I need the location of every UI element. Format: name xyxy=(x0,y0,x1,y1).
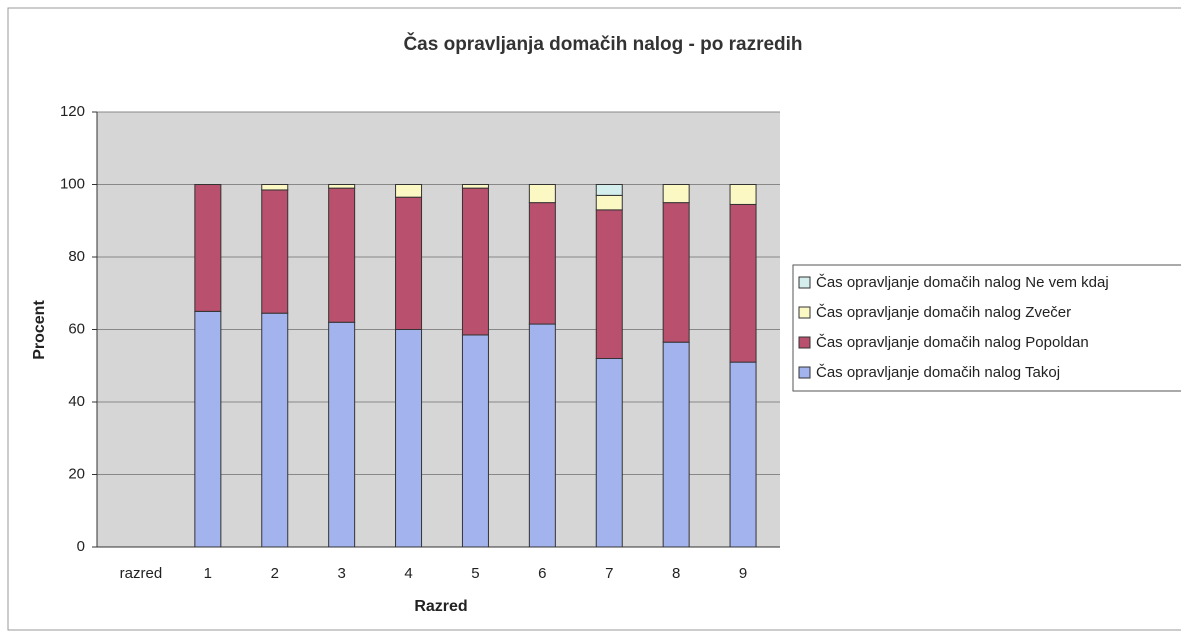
legend-label: Čas opravljanje domačih nalog Zvečer xyxy=(816,304,1071,321)
x-axis-label: Razred xyxy=(414,598,467,615)
legend-swatch xyxy=(798,366,811,379)
bar-segment xyxy=(461,187,489,336)
bar-segment xyxy=(261,184,289,191)
bar-segment xyxy=(261,312,289,548)
x-tick-label: 1 xyxy=(204,565,212,582)
x-tick-label: 2 xyxy=(271,565,279,582)
y-tick-label: 120 xyxy=(60,103,85,120)
x-tick-label: razred xyxy=(120,565,163,582)
bar-segment xyxy=(662,202,690,343)
bar-segment xyxy=(528,323,556,548)
bar-segment xyxy=(729,203,757,363)
bar-segment xyxy=(528,184,556,204)
bar-segment xyxy=(328,184,356,189)
x-tick-label: 6 xyxy=(538,565,546,582)
legend-label: Čas opravljanje domačih nalog Popoldan xyxy=(816,334,1089,351)
y-tick-label: 40 xyxy=(68,393,85,410)
bar-segment xyxy=(461,334,489,548)
bar-segment xyxy=(461,184,489,189)
bar-segment xyxy=(261,189,289,314)
chart-title: Čas opravljanja domačih nalog - po razre… xyxy=(403,33,802,55)
legend-swatch xyxy=(798,276,811,289)
y-tick-label: 80 xyxy=(68,248,85,265)
legend-label: Čas opravljanje domačih nalog Takoj xyxy=(816,364,1060,381)
bar-segment xyxy=(395,329,423,548)
x-tick-label: 5 xyxy=(471,565,479,582)
y-tick-label: 20 xyxy=(68,465,85,482)
y-tick-label: 100 xyxy=(60,175,85,192)
legend-swatch xyxy=(798,336,811,349)
bar-segment xyxy=(595,358,623,548)
y-tick-label: 0 xyxy=(77,538,85,555)
bar-segment xyxy=(729,361,757,548)
bar-segment xyxy=(662,341,690,548)
bar-segment xyxy=(595,194,623,211)
bar-segment xyxy=(395,184,423,198)
y-tick-label: 60 xyxy=(68,320,85,337)
bar-segment xyxy=(729,184,757,205)
x-tick-label: 4 xyxy=(404,565,412,582)
x-tick-label: 7 xyxy=(605,565,613,582)
legend-swatch xyxy=(798,306,811,319)
x-tick-label: 3 xyxy=(337,565,345,582)
bar-segment xyxy=(528,202,556,325)
bar-segment xyxy=(395,196,423,330)
bar-segment xyxy=(328,321,356,548)
legend-label: Čas opravljanje domačih nalog Ne vem kda… xyxy=(816,274,1109,291)
legend-box xyxy=(792,264,1181,392)
bar-segment xyxy=(194,310,222,548)
x-tick-label: 8 xyxy=(672,565,680,582)
bar-segment xyxy=(662,184,690,204)
y-axis-label: Procent xyxy=(31,300,48,360)
bar-segment xyxy=(194,184,222,312)
bar-segment xyxy=(595,184,623,196)
bar-segment xyxy=(595,209,623,359)
x-tick-label: 9 xyxy=(739,565,747,582)
bar-segment xyxy=(328,187,356,323)
